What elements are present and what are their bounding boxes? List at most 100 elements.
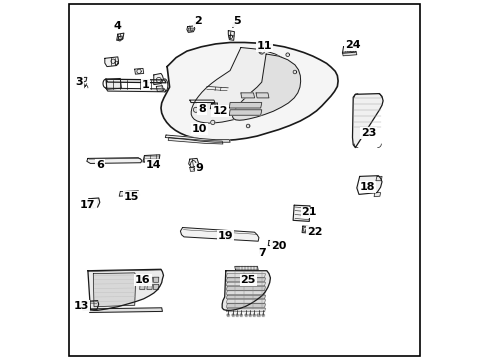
Polygon shape — [88, 269, 163, 310]
Polygon shape — [119, 192, 125, 196]
Polygon shape — [248, 314, 250, 316]
Polygon shape — [257, 314, 259, 316]
Polygon shape — [142, 155, 160, 162]
Polygon shape — [156, 86, 163, 91]
Polygon shape — [88, 198, 100, 208]
Polygon shape — [189, 167, 194, 171]
Polygon shape — [89, 308, 162, 312]
Text: 20: 20 — [270, 240, 286, 251]
Polygon shape — [226, 300, 265, 303]
Polygon shape — [229, 103, 261, 108]
Polygon shape — [111, 59, 115, 63]
Polygon shape — [227, 314, 229, 316]
Polygon shape — [81, 77, 87, 83]
Polygon shape — [226, 278, 265, 282]
Polygon shape — [271, 241, 276, 246]
Text: 11: 11 — [256, 41, 271, 51]
Text: 2: 2 — [193, 16, 201, 26]
Polygon shape — [292, 205, 309, 221]
Polygon shape — [153, 277, 159, 282]
Polygon shape — [226, 287, 265, 290]
Polygon shape — [226, 308, 265, 312]
Polygon shape — [234, 266, 258, 270]
Polygon shape — [226, 295, 265, 299]
Polygon shape — [188, 158, 198, 167]
Polygon shape — [241, 93, 254, 98]
Text: 21: 21 — [301, 207, 316, 217]
Polygon shape — [342, 46, 355, 53]
Polygon shape — [165, 135, 230, 142]
Polygon shape — [180, 228, 258, 241]
Polygon shape — [228, 31, 234, 40]
Polygon shape — [268, 240, 279, 246]
Polygon shape — [226, 274, 265, 277]
Polygon shape — [260, 50, 263, 53]
Polygon shape — [229, 110, 261, 115]
Polygon shape — [93, 273, 136, 307]
Polygon shape — [356, 176, 381, 194]
Polygon shape — [246, 124, 249, 128]
Polygon shape — [81, 301, 99, 310]
Polygon shape — [210, 103, 217, 109]
Polygon shape — [187, 28, 193, 31]
Text: 22: 22 — [306, 227, 322, 237]
Polygon shape — [146, 284, 152, 289]
Text: 16: 16 — [135, 275, 150, 285]
Polygon shape — [87, 158, 142, 163]
Text: 25: 25 — [240, 275, 255, 285]
Polygon shape — [104, 57, 118, 67]
Polygon shape — [342, 51, 356, 56]
Polygon shape — [123, 191, 139, 196]
Polygon shape — [137, 69, 141, 73]
Text: 5: 5 — [232, 16, 240, 26]
Text: 23: 23 — [360, 128, 376, 138]
Polygon shape — [226, 282, 265, 286]
Polygon shape — [106, 88, 166, 92]
Polygon shape — [303, 228, 311, 232]
Text: 9: 9 — [195, 163, 203, 174]
Polygon shape — [140, 277, 145, 282]
Text: 6: 6 — [96, 160, 103, 170]
Polygon shape — [373, 193, 380, 197]
Text: 3: 3 — [76, 77, 83, 87]
Text: 13: 13 — [74, 301, 89, 311]
Text: 1: 1 — [142, 80, 149, 90]
Polygon shape — [106, 79, 166, 83]
Polygon shape — [186, 26, 194, 32]
Polygon shape — [189, 100, 215, 103]
Polygon shape — [153, 284, 159, 289]
Polygon shape — [240, 314, 242, 316]
Text: 17: 17 — [80, 200, 96, 210]
Text: 7: 7 — [257, 248, 265, 258]
Polygon shape — [210, 120, 215, 125]
Polygon shape — [168, 138, 223, 144]
Polygon shape — [253, 314, 255, 316]
Text: 10: 10 — [191, 124, 207, 134]
Text: 24: 24 — [344, 40, 360, 50]
Polygon shape — [231, 314, 233, 316]
Text: 18: 18 — [359, 182, 375, 192]
Polygon shape — [244, 314, 246, 316]
Text: 8: 8 — [198, 104, 205, 114]
Polygon shape — [292, 70, 296, 74]
Text: 4: 4 — [114, 21, 122, 31]
Polygon shape — [261, 314, 264, 316]
Polygon shape — [302, 226, 313, 233]
Polygon shape — [146, 277, 152, 282]
Polygon shape — [140, 284, 145, 289]
Polygon shape — [285, 53, 289, 57]
Polygon shape — [191, 48, 296, 123]
Polygon shape — [88, 202, 93, 209]
Polygon shape — [222, 271, 270, 310]
Polygon shape — [106, 78, 121, 89]
Polygon shape — [161, 42, 337, 140]
Polygon shape — [153, 73, 163, 85]
Polygon shape — [232, 54, 300, 120]
Polygon shape — [118, 36, 122, 41]
Text: 14: 14 — [146, 160, 161, 170]
Polygon shape — [226, 291, 265, 294]
Text: 19: 19 — [218, 231, 233, 241]
Polygon shape — [235, 314, 238, 316]
Text: 15: 15 — [123, 192, 139, 202]
Text: 12: 12 — [212, 106, 227, 116]
